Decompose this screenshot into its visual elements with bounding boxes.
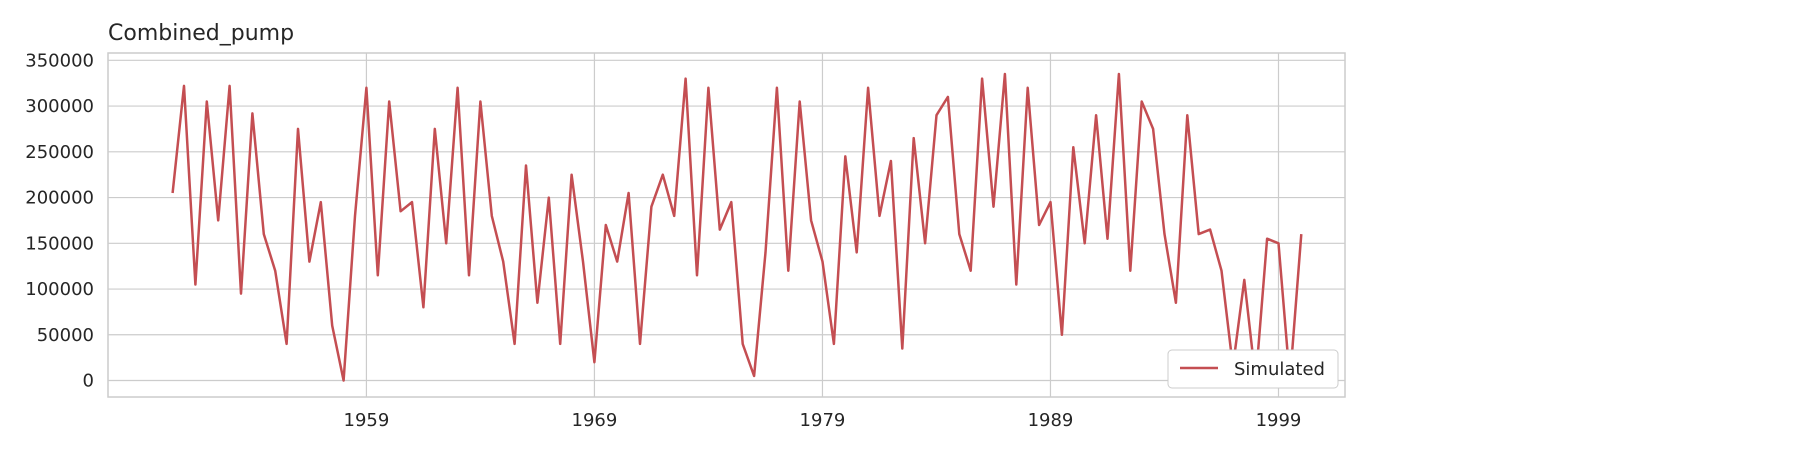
y-tick-label: 300000 — [25, 96, 94, 117]
y-tick-label: 150000 — [25, 233, 94, 254]
y-tick-label: 200000 — [25, 188, 94, 209]
x-axis-tick-labels: 1959 1969 1979 1989 1999 — [344, 410, 1302, 431]
y-axis-tick-labels: 0 50000 100000 150000 200000 250000 300000 3500… — [25, 50, 94, 391]
y-tick-label: 50000 — [37, 325, 94, 346]
y-tick-label: 250000 — [25, 142, 94, 163]
y-tick-label: 0 — [83, 371, 94, 392]
chart-title: Combined_pump — [108, 21, 294, 46]
x-tick-label: 1999 — [1256, 410, 1302, 431]
x-tick-label: 1989 — [1028, 410, 1074, 431]
legend: Simulated — [1167, 349, 1339, 389]
legend-box — [1167, 349, 1339, 389]
series-line-simulated — [171, 72, 1303, 382]
x-tick-label: 1979 — [800, 410, 846, 431]
y-tick-label: 350000 — [25, 50, 94, 71]
x-tick-label: 1969 — [572, 410, 618, 431]
plot-area — [107, 52, 1346, 398]
y-tick-label: 100000 — [25, 279, 94, 300]
legend-label-simulated: Simulated — [1234, 359, 1325, 380]
x-tick-label: 1959 — [344, 410, 390, 431]
